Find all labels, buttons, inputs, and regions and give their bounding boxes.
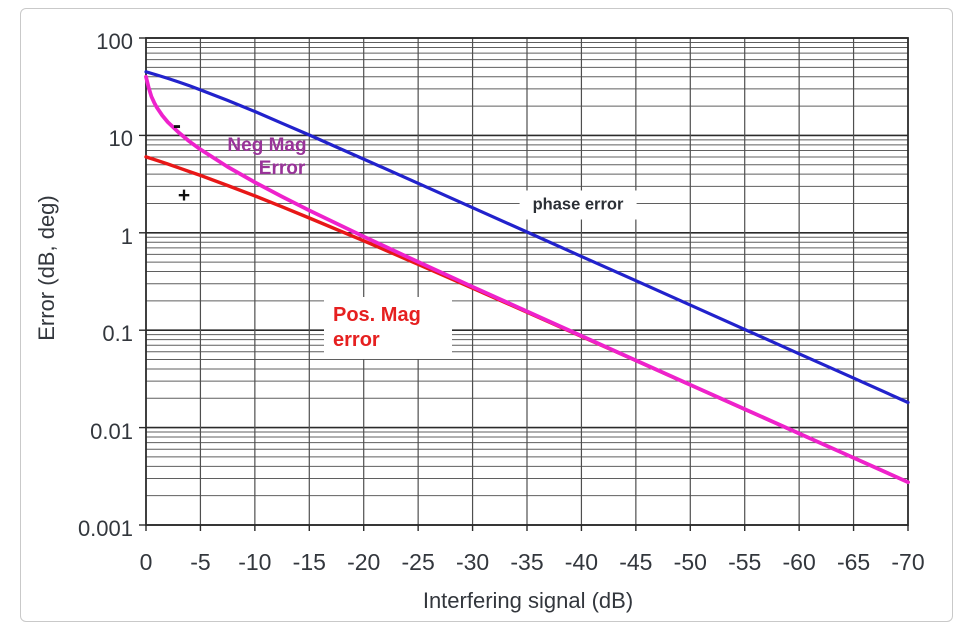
chart-canvas xyxy=(139,37,910,531)
x-tick-label--60: -60 xyxy=(782,549,816,575)
x-tick-label-0: 0 xyxy=(139,549,153,575)
plus-sign-annotation: + xyxy=(177,184,191,207)
neg-mag-error-label-line1: Neg Mag xyxy=(227,135,307,156)
y-axis-title: Error (dB, deg) xyxy=(34,195,59,341)
x-tick-label--65: -65 xyxy=(836,549,871,575)
x-tick-label--50: -50 xyxy=(673,549,707,575)
phase-error-label: phase error xyxy=(519,190,637,220)
y-tick-label-0.01: 0.01 xyxy=(90,418,133,444)
page-border xyxy=(20,8,953,622)
series-curve-neg-mag-error xyxy=(144,74,910,485)
y-tick-label-1: 1 xyxy=(120,223,133,249)
y-tick-label-0.001: 0.001 xyxy=(77,516,133,541)
x-tick-label--5: -5 xyxy=(190,549,211,575)
x-tick-label--30: -30 xyxy=(455,549,490,575)
x-tick-label--25: -25 xyxy=(401,549,435,575)
x-tick-label--55: -55 xyxy=(728,549,762,575)
x-axis-title: Interfering signal (dB) xyxy=(422,588,634,613)
neg-mag-error-label-line2: Error xyxy=(258,158,306,179)
x-tick-label--15: -15 xyxy=(292,549,326,575)
y-tick-label-100: 100 xyxy=(96,29,133,54)
x-tick-label--45: -45 xyxy=(619,549,653,575)
pos-mag-error-label-line2: error xyxy=(333,329,380,351)
minus-sign-annotation: - xyxy=(173,112,181,139)
series-curve-phase-error xyxy=(144,70,910,405)
x-tick-label--70: -70 xyxy=(891,549,925,575)
y-tick-label-10: 10 xyxy=(108,126,133,152)
pos-mag-error-label: Pos. Mag error xyxy=(324,297,452,359)
x-tick-label--20: -20 xyxy=(347,549,381,575)
x-tick-label--10: -10 xyxy=(238,549,272,575)
y-tick-label-0.1: 0.1 xyxy=(102,321,133,347)
x-tick-label--35: -35 xyxy=(510,549,544,575)
x-tick-label--40: -40 xyxy=(564,549,599,575)
pos-mag-error-label-line1: Pos. Mag xyxy=(333,304,421,326)
plot-frame xyxy=(145,37,909,526)
